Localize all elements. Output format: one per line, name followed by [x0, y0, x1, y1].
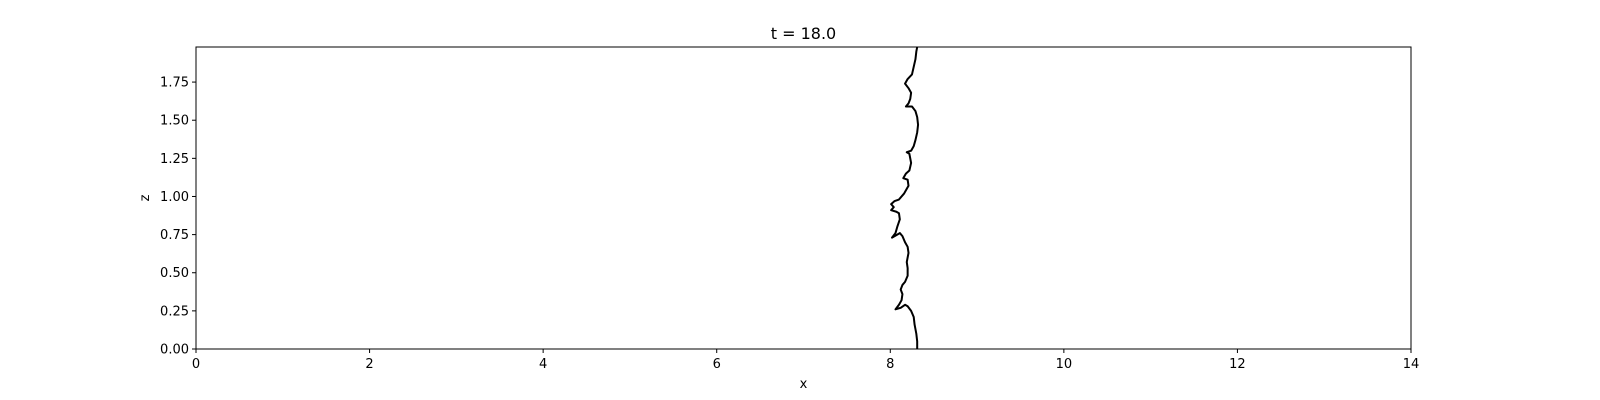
x-tick-label: 8 — [886, 357, 894, 372]
x-tick-label: 10 — [1056, 357, 1073, 372]
y-tick-label: 0.25 — [160, 304, 189, 319]
y-tick-label: 0.00 — [160, 343, 189, 358]
x-tick-label: 2 — [365, 357, 373, 372]
y-tick-label: 0.75 — [160, 228, 189, 243]
x-tick-label: 0 — [192, 357, 200, 372]
y-tick-label: 1.00 — [160, 190, 189, 205]
y-tick-label: 1.75 — [160, 76, 189, 91]
plot-area — [890, 46, 920, 349]
y-axis: 0.00 0.25 0.50 0.75 1.00 1.25 1.50 1.75 — [160, 76, 196, 358]
chart-title: t = 18.0 — [771, 24, 836, 43]
y-tick-label: 1.25 — [160, 152, 189, 167]
y-tick-label: 0.50 — [160, 266, 189, 281]
x-axis-label: x — [800, 377, 808, 392]
y-axis-label: z — [138, 194, 153, 201]
x-axis: 0 2 4 6 8 10 12 14 — [192, 349, 1419, 372]
x-tick-label: 12 — [1229, 357, 1246, 372]
axes-frame — [195, 46, 1412, 350]
x-tick-label: 6 — [713, 357, 721, 372]
y-tick-label: 1.50 — [160, 114, 189, 129]
x-tick-label: 4 — [539, 357, 547, 372]
interface-contour-line — [890, 46, 920, 349]
x-tick-label: 14 — [1403, 357, 1420, 372]
